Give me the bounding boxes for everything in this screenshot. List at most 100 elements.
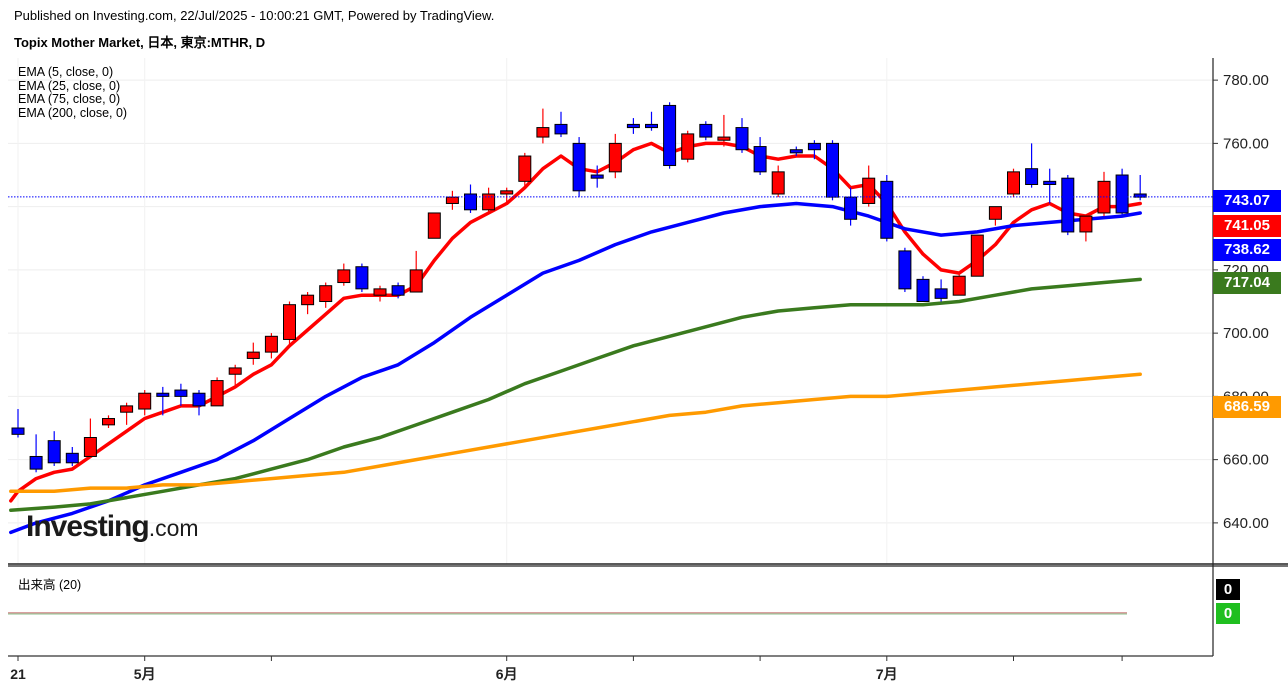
candle-body [482,193,496,211]
candle [826,140,839,201]
y-tick-label: 700.00 [1223,325,1269,342]
chart-frame [8,58,1288,657]
candle [264,333,278,359]
candle-body [934,288,948,299]
candle [717,114,731,147]
x-tick-label: 7月 [876,666,898,682]
candle [518,152,532,188]
price-badge-ema25: 738.62 [1213,239,1281,261]
candle-body [952,275,966,296]
candle [916,276,930,303]
candle [210,377,224,407]
y-tick-label: 660.00 [1223,452,1269,469]
candle-body [970,234,984,277]
indicator-legend: EMA (5, close, 0) EMA (25, close, 0) EMA… [18,65,128,120]
candle [753,137,767,176]
candle-body [880,180,894,239]
candle-body [120,405,134,413]
candle-body [1043,180,1057,185]
candle-body [500,190,514,195]
investing-logo: Investing.com [26,510,199,544]
candle-body [988,206,1002,220]
candle-body [608,142,622,173]
instrument-title: Topix Mother Market, 日本, 東京:MTHR, D [14,35,266,50]
ema-line [9,201,1142,535]
candle-body [138,392,152,410]
y-tick-label: 760.00 [1223,135,1269,152]
price-badge-ema5: 741.05 [1213,215,1281,237]
candle-body [789,149,803,154]
candle [156,386,170,416]
candle [47,431,61,466]
candle [645,111,658,131]
legend-ema-200: EMA (200, close, 0) [18,105,128,120]
candle-body [83,437,97,457]
candle-body [174,389,188,397]
candle [319,282,333,308]
candle-body [554,123,568,135]
candle [337,263,351,286]
candle [626,118,640,134]
candle [1007,168,1020,198]
candle-body [29,455,43,470]
candle-body [373,288,387,296]
candle [789,146,803,157]
candle [771,165,785,198]
logo-brand: Investing [26,510,150,543]
price-badge-ema200: 686.59 [1213,396,1281,418]
y-tick-label: 780.00 [1223,72,1269,89]
candle-body [590,174,604,179]
candle [228,364,242,387]
candle-body [337,269,351,284]
price-badge-last: 743.07 [1213,190,1281,212]
candle-body [626,123,640,129]
candle-body [65,452,79,464]
candle [355,263,369,293]
candle [120,402,134,425]
candle [536,108,550,144]
candle-body [699,123,713,138]
candle [1061,175,1075,236]
candle-body [645,123,658,129]
candle-body [1115,174,1129,214]
candle-body [1079,215,1093,233]
candle-body [228,367,242,375]
ema-line [9,141,1142,503]
candle [427,212,441,239]
candle [681,130,695,163]
candle-body [1007,171,1020,195]
legend-ema-75: EMA (75, close, 0) [18,92,121,106]
candle-body [301,294,315,306]
candle [608,133,622,179]
candle-body [1061,177,1075,233]
candle [83,418,97,457]
ema-series [9,141,1142,535]
candle-body [536,127,550,138]
candle-body [264,335,278,353]
candle [174,383,188,406]
candle [500,187,514,204]
candle [1097,171,1111,217]
candle [807,140,821,160]
time-axis: 21 5月 6月 7月 [10,656,1123,682]
x-tick-label: 6月 [496,666,518,682]
volume-panel-label: 出来高 (20) [18,578,82,592]
candle-body [355,266,369,290]
candle [1025,143,1039,188]
candle [391,282,405,299]
candle-body [844,196,858,220]
candle-body [753,146,767,173]
candle [952,273,966,296]
candle-body [771,171,785,195]
candle-body [518,155,532,182]
ema-line [9,372,1142,494]
candle-body [572,142,586,192]
candle-body [826,142,839,198]
price-axis: 640.00660.00680.00700.00720.00740.00760.… [1213,72,1269,532]
candle-body [681,133,695,160]
candle-body [717,136,731,141]
candle [988,206,1002,226]
candle [373,285,387,302]
candle-body [1025,168,1039,185]
